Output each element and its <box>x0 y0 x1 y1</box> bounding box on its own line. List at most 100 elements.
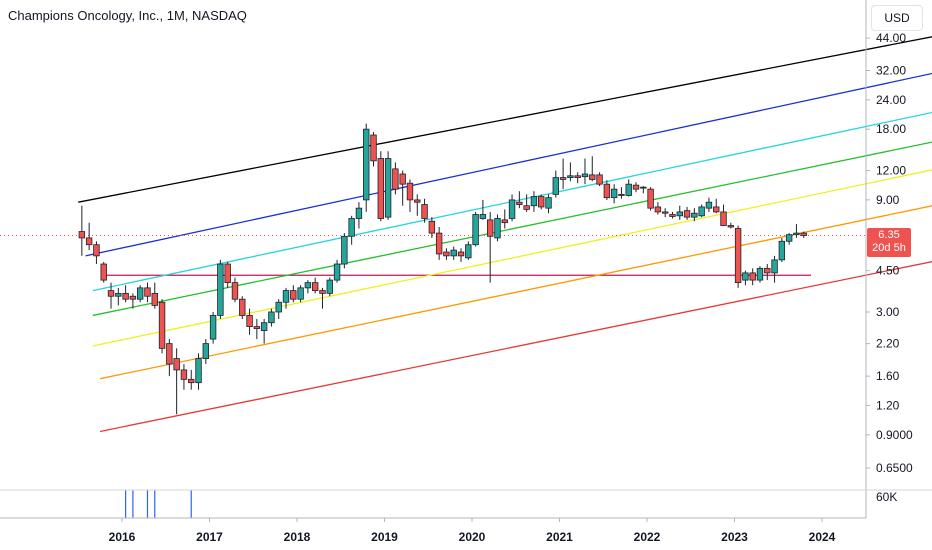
candle-body <box>406 182 414 201</box>
candle <box>260 319 268 344</box>
candle-body <box>647 188 654 209</box>
candle-body <box>224 263 231 284</box>
candle-body <box>246 315 253 327</box>
candle <box>166 339 173 377</box>
candle-body <box>202 343 210 359</box>
candle-body <box>319 290 326 294</box>
candle-body <box>516 201 523 205</box>
last-price-value: 6.35 <box>878 229 900 241</box>
candle <box>523 194 530 212</box>
candle <box>341 233 348 269</box>
candle-body <box>691 212 698 218</box>
candle <box>764 264 771 281</box>
candle <box>93 241 100 265</box>
candle-body <box>698 206 705 217</box>
candle <box>610 184 618 204</box>
candle <box>676 205 683 220</box>
candle-body <box>435 232 443 255</box>
candle <box>195 353 202 390</box>
x-tick-label: 2016 <box>109 530 136 544</box>
candle-body <box>144 287 151 297</box>
candle <box>224 261 231 288</box>
candle-body <box>421 204 428 219</box>
candle-body <box>640 186 647 189</box>
candle-body <box>188 378 195 384</box>
candle-body <box>414 199 421 203</box>
x-tick-label: 2022 <box>634 530 661 544</box>
candle <box>377 151 385 222</box>
candle <box>231 277 239 303</box>
candle <box>596 172 603 187</box>
candle-body <box>275 301 282 313</box>
candle <box>713 198 720 214</box>
candle-body <box>297 287 304 300</box>
candle <box>180 364 188 390</box>
candle-body <box>749 272 756 281</box>
candle-body <box>800 232 807 236</box>
candle-body <box>428 220 436 234</box>
candle <box>202 339 210 365</box>
candle <box>683 206 691 220</box>
candle-body <box>115 292 122 297</box>
candle-body <box>311 282 319 291</box>
y-tick-label: 1.60 <box>876 369 900 383</box>
candle-body <box>479 214 487 219</box>
candle-body <box>574 175 581 178</box>
last-price-tag: 6.35 20d 5h <box>867 228 911 257</box>
candle-body <box>742 272 749 281</box>
candle-body <box>523 205 530 210</box>
candle <box>749 268 756 286</box>
candle <box>538 194 545 210</box>
candle <box>567 162 574 182</box>
candle-body <box>793 232 800 236</box>
candle-body <box>472 214 479 246</box>
candle-body <box>231 282 239 300</box>
y-tick-label: 3.00 <box>876 305 900 319</box>
y-tick-label: 2.20 <box>876 337 900 351</box>
channel-line <box>78 36 932 203</box>
candle-body <box>363 128 370 201</box>
currency-button[interactable]: USD <box>871 5 923 31</box>
candle <box>363 123 370 212</box>
candle <box>414 194 421 216</box>
candle-body <box>151 292 158 306</box>
candle <box>800 231 807 238</box>
candle <box>239 296 246 320</box>
candle <box>290 285 297 303</box>
candle-body <box>661 211 669 214</box>
candle-body <box>727 225 735 228</box>
candle <box>771 255 778 283</box>
candle <box>275 299 282 320</box>
candle <box>574 172 581 184</box>
candle-body <box>239 298 246 316</box>
candle-body <box>282 290 290 303</box>
candle-body <box>268 311 275 324</box>
candle-body <box>734 228 742 284</box>
x-tick-label: 2024 <box>809 530 836 544</box>
y-tick-label: 4.50 <box>876 264 900 278</box>
candle-body <box>764 267 771 274</box>
candle <box>326 277 333 297</box>
candle <box>217 259 224 320</box>
candle-body <box>370 134 377 162</box>
candle-body <box>355 207 363 219</box>
candle-body <box>158 301 166 349</box>
candles <box>78 123 807 415</box>
candle-body <box>508 199 516 219</box>
candle-body <box>195 358 202 384</box>
candle-body <box>384 158 392 218</box>
candle <box>742 270 749 286</box>
candle-body <box>209 315 217 340</box>
candle-body <box>778 240 786 261</box>
candle <box>78 205 86 256</box>
candle-body <box>581 173 589 178</box>
candle-body <box>129 295 137 300</box>
y-tick-label: 0.9000 <box>876 428 913 442</box>
candle <box>640 186 647 194</box>
candle <box>151 282 158 309</box>
candle-body <box>333 263 341 281</box>
candle-body <box>676 211 683 217</box>
candle-body <box>669 214 676 217</box>
